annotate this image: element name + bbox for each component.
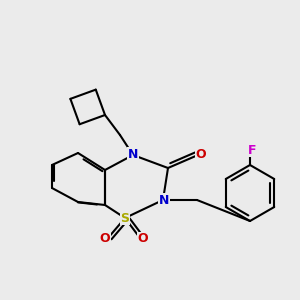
Text: O: O [196, 148, 206, 161]
Text: S: S [121, 212, 130, 224]
Text: N: N [159, 194, 169, 206]
Text: O: O [100, 232, 110, 245]
Text: F: F [248, 143, 256, 157]
Text: O: O [138, 232, 148, 245]
Text: N: N [128, 148, 138, 160]
